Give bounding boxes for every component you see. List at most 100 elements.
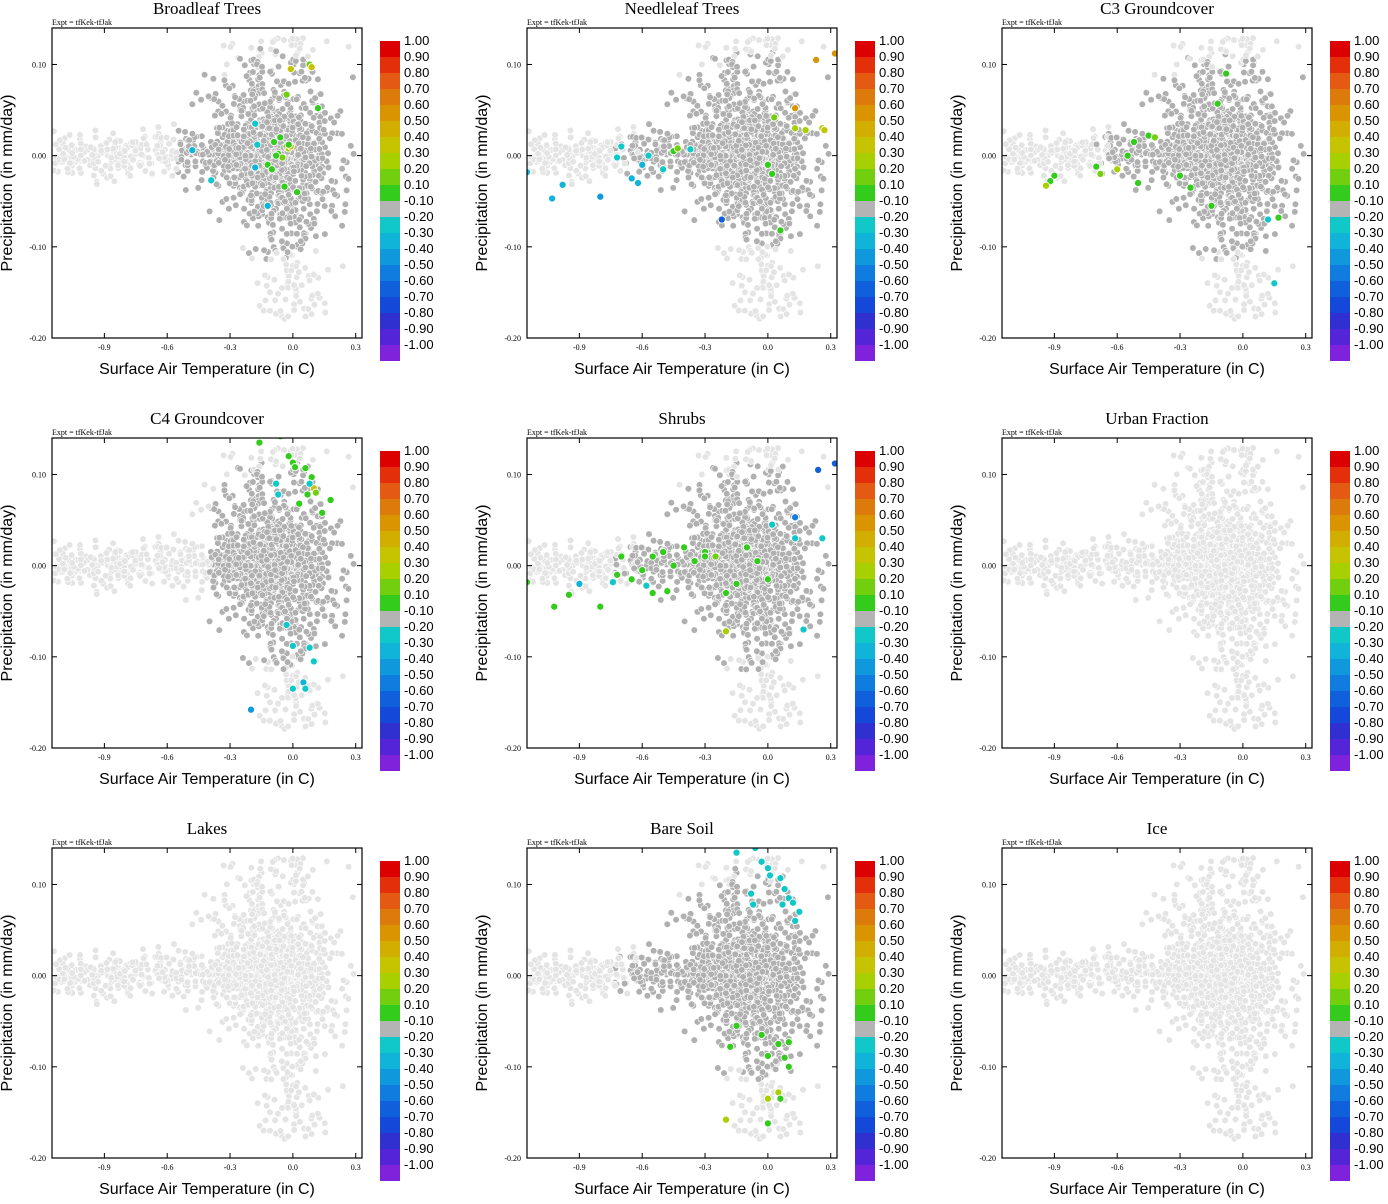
- data-point: [787, 95, 794, 102]
- data-point: [1239, 35, 1246, 42]
- data-point: [220, 42, 227, 49]
- data-point: [750, 63, 757, 70]
- data-point: [737, 272, 744, 279]
- data-point: [1188, 172, 1195, 179]
- data-point: [1252, 75, 1259, 82]
- data-point: [772, 45, 779, 52]
- data-point: [327, 135, 334, 142]
- data-point: [746, 276, 753, 283]
- data-point: [777, 313, 784, 320]
- data-point: [701, 146, 708, 153]
- colorbar-swatch: [1330, 313, 1350, 329]
- data-point: [794, 155, 801, 162]
- data-point: [748, 48, 755, 55]
- data-point: [1234, 249, 1241, 256]
- colorbar-swatch: [855, 89, 875, 105]
- data-point: [129, 139, 136, 146]
- data-point: [249, 81, 256, 88]
- data-point: [668, 89, 675, 96]
- data-point: [108, 154, 115, 161]
- data-point: [676, 71, 683, 78]
- data-point: [1191, 133, 1198, 140]
- data-point: [240, 245, 247, 252]
- data-point: [289, 124, 296, 131]
- data-point: [1163, 181, 1170, 188]
- colorbar-swatch: [1330, 345, 1350, 361]
- data-point: [790, 290, 797, 297]
- data-point: [242, 166, 249, 173]
- colorbar-label: -1.00: [1354, 337, 1384, 352]
- data-point: [607, 147, 614, 154]
- colorbar-swatch: [1330, 281, 1350, 297]
- data-point: [248, 192, 255, 199]
- data-point: [305, 53, 312, 60]
- significant-point: [1264, 216, 1271, 223]
- data-point: [528, 141, 535, 148]
- data-point: [792, 91, 799, 98]
- data-point: [251, 208, 258, 215]
- data-point: [1176, 180, 1183, 187]
- data-point: [311, 301, 318, 308]
- data-point: [737, 191, 744, 198]
- data-point: [1217, 199, 1224, 206]
- data-point: [161, 168, 168, 175]
- data-point: [638, 134, 645, 141]
- data-point: [285, 80, 292, 87]
- data-point: [334, 113, 341, 120]
- data-point: [800, 164, 807, 171]
- data-point: [590, 162, 597, 169]
- data-point: [1201, 208, 1208, 215]
- plot-area: [523, 35, 844, 322]
- data-point: [1209, 182, 1216, 189]
- data-point: [250, 129, 257, 136]
- data-point: [760, 313, 767, 320]
- data-point: [719, 140, 726, 147]
- data-point: [691, 159, 698, 166]
- data-point: [1234, 101, 1241, 108]
- data-point: [1072, 148, 1079, 155]
- data-point: [1212, 272, 1219, 279]
- data-point: [783, 123, 790, 130]
- data-point: [298, 145, 305, 152]
- data-point: [759, 101, 766, 108]
- data-point: [1234, 231, 1241, 238]
- data-point: [1183, 124, 1190, 131]
- data-point: [762, 220, 769, 227]
- data-point: [797, 309, 804, 316]
- colorbar-label: 1.00: [404, 33, 429, 48]
- colorbar-swatch: [855, 105, 875, 121]
- colorbar-label: 0.90: [404, 49, 429, 64]
- colorbar-swatch: [1330, 265, 1350, 281]
- data-point: [230, 195, 237, 202]
- data-point: [1090, 126, 1097, 133]
- data-point: [177, 141, 184, 148]
- data-point: [112, 139, 119, 146]
- data-point: [1187, 191, 1194, 198]
- colorbar-label: -0.20: [1354, 209, 1384, 224]
- data-point: [1272, 231, 1279, 238]
- data-point: [279, 53, 286, 60]
- data-point: [792, 166, 799, 173]
- data-point: [1237, 220, 1244, 227]
- data-point: [1211, 90, 1218, 97]
- data-point: [752, 308, 759, 315]
- data-point: [322, 110, 329, 117]
- data-point: [222, 157, 229, 164]
- data-point: [1242, 178, 1249, 185]
- data-point: [1133, 187, 1140, 194]
- data-point: [363, 154, 370, 161]
- data-point: [661, 137, 668, 144]
- data-point: [231, 101, 238, 108]
- data-point: [785, 115, 792, 122]
- data-point: [815, 157, 822, 164]
- data-point: [1175, 164, 1182, 171]
- data-point: [743, 210, 750, 217]
- data-point: [814, 131, 821, 138]
- data-point: [783, 153, 790, 160]
- data-point: [270, 39, 277, 46]
- data-point: [155, 124, 162, 131]
- data-point: [1232, 296, 1239, 303]
- data-point: [1258, 183, 1265, 190]
- data-point: [1251, 190, 1258, 197]
- significant-point: [597, 193, 604, 200]
